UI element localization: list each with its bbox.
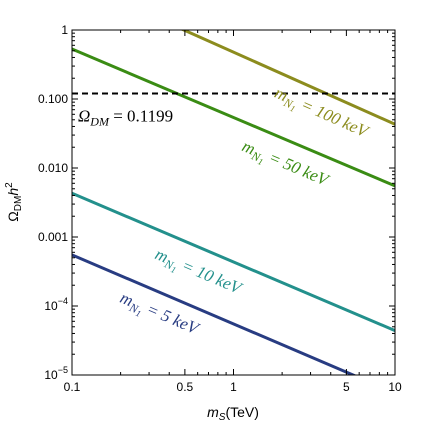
y-tick-label: 10−4 [44,296,68,313]
plot-frame [71,29,396,376]
x-axis-title: mS(TeV) [207,404,259,423]
tick-labels: 0.1 0.5 1 5 10 10−5 10−4 0.001 0.010 0.100 1 [38,23,402,394]
y-axis-title: ΩDMh2 [4,182,24,222]
y-tick-label: 0.100 [38,92,68,106]
series-line-0 [180,30,395,126]
x-tick-label: 0.1 [64,380,81,394]
series-line-3 [72,253,357,375]
x-tick-label: 5 [343,380,350,394]
reference-line-label: ΩDM = 0.1199 [78,107,173,129]
x-tick-label: 0.5 [177,380,194,394]
series-line-2 [72,191,395,332]
x-tick-label: 10 [388,380,402,394]
series-lines [72,30,395,375]
reference-line-group: ΩDM = 0.1199 [72,92,395,129]
y-tick-label: 1 [61,23,68,37]
x-tick-label: 1 [230,380,237,394]
y-tick-label: 10−5 [44,365,68,382]
y-tick-label: 0.001 [38,230,68,244]
y-tick-label: 0.010 [38,161,68,175]
series-line-1 [72,47,395,188]
